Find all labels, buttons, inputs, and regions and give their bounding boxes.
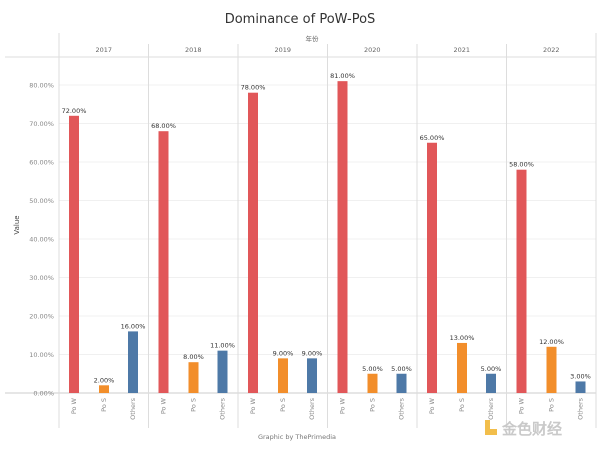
- y-tick-label: 80.00%: [29, 82, 54, 90]
- data-label: 68.00%: [151, 122, 176, 130]
- data-label: 2.00%: [94, 376, 115, 384]
- bar-2021-pow: [427, 142, 437, 393]
- bar-2017-others: [128, 331, 138, 393]
- data-label: 9.00%: [302, 349, 323, 357]
- category-label: Po S: [190, 398, 198, 412]
- bar-2018-pow: [158, 131, 169, 393]
- data-label: 5.00%: [391, 365, 412, 373]
- y-axis-ticks: 0.00% 10.00% 20.00% 30.00% 40.00% 50.00% 60.00…: [29, 82, 54, 398]
- panel-frame: [5, 33, 597, 428]
- y-tick-label: 30.00%: [29, 274, 54, 282]
- category-label: Po S: [548, 398, 556, 412]
- data-label: 8.00%: [183, 353, 204, 361]
- bar-2019-pow: [248, 92, 258, 393]
- data-label: 16.00%: [121, 322, 146, 330]
- category-label: Others: [219, 397, 227, 419]
- y-axis-label: Value: [13, 215, 21, 234]
- bar-2020-others: [396, 373, 407, 393]
- watermark-logo-icon-inner: [490, 420, 497, 429]
- data-label: 12.00%: [539, 338, 564, 346]
- category-label: Po S: [369, 398, 377, 412]
- group-header-2021: 2021: [453, 46, 470, 54]
- category-label: Po S: [100, 398, 108, 412]
- y-tick-label: 10.00%: [29, 351, 54, 359]
- watermark-text: 金色财经: [501, 420, 562, 438]
- bar-2021-others: [486, 373, 496, 393]
- bar-2022-pow: [516, 169, 527, 393]
- bar-2022-others: [575, 381, 586, 393]
- category-label: Po W: [249, 397, 257, 414]
- column-header: 年份: [306, 34, 320, 43]
- y-tick-label: 0.00%: [33, 390, 54, 398]
- category-label: Po S: [458, 398, 466, 412]
- category-label: Po S: [279, 398, 287, 412]
- group-headers: 2017 2018 2019 2020 2021 2022: [95, 46, 559, 54]
- data-label: 65.00%: [420, 134, 445, 142]
- category-label: Others: [129, 397, 137, 419]
- bar-2019-others: [307, 358, 317, 393]
- y-tick-label: 50.00%: [29, 197, 54, 205]
- bar-2017-pos: [99, 385, 109, 393]
- bar-2019-pos: [278, 358, 288, 393]
- group-header-2022: 2022: [543, 46, 560, 54]
- group-header-2018: 2018: [185, 46, 202, 54]
- data-label: 9.00%: [273, 349, 294, 357]
- watermark: 金色财经: [485, 420, 562, 438]
- bar-2020-pow: [337, 81, 348, 394]
- y-tick-label: 40.00%: [29, 236, 54, 244]
- y-tick-label: 70.00%: [29, 120, 54, 128]
- category-label: Others: [308, 397, 316, 419]
- chart-title: Dominance of PoW-PoS: [225, 12, 376, 27]
- category-label: Po W: [160, 397, 168, 414]
- data-label: 72.00%: [62, 107, 87, 115]
- bars: [69, 81, 586, 394]
- category-label: Others: [487, 397, 495, 419]
- y-tick-label: 60.00%: [29, 159, 54, 167]
- bar-2022-pos: [546, 346, 557, 393]
- data-label: 58.00%: [509, 161, 534, 169]
- category-label: Po W: [518, 397, 526, 414]
- data-label: 3.00%: [570, 372, 591, 380]
- bar-2018-others: [217, 350, 228, 393]
- bar-2020-pos: [367, 373, 378, 393]
- category-label: Po W: [70, 397, 78, 414]
- data-label: 11.00%: [210, 342, 235, 350]
- group-header-2020: 2020: [364, 46, 381, 54]
- category-label: Others: [577, 397, 585, 419]
- data-label: 81.00%: [330, 72, 355, 80]
- bar-2018-pos: [188, 362, 199, 393]
- data-label: 78.00%: [241, 84, 266, 92]
- data-labels: 72.00% 2.00% 16.00% 68.00% 8.00% 11.00% 78.00%…: [62, 72, 591, 384]
- data-label: 5.00%: [481, 365, 502, 373]
- category-label: Others: [398, 397, 406, 419]
- data-label: 5.00%: [362, 365, 383, 373]
- y-tick-label: 20.00%: [29, 313, 54, 321]
- group-header-2019: 2019: [274, 46, 291, 54]
- data-label: 13.00%: [450, 334, 475, 342]
- category-label: Po W: [428, 397, 436, 414]
- bar-2021-pos: [457, 342, 467, 393]
- bar-2017-pow: [69, 115, 79, 394]
- credit-annotation: Graphic by ThePrimedia: [258, 433, 336, 441]
- group-header-2017: 2017: [95, 46, 112, 54]
- category-label: Po W: [339, 397, 347, 414]
- category-labels: Po W Po S Others Po W Po S Others Po W Po S Othe…: [70, 397, 585, 419]
